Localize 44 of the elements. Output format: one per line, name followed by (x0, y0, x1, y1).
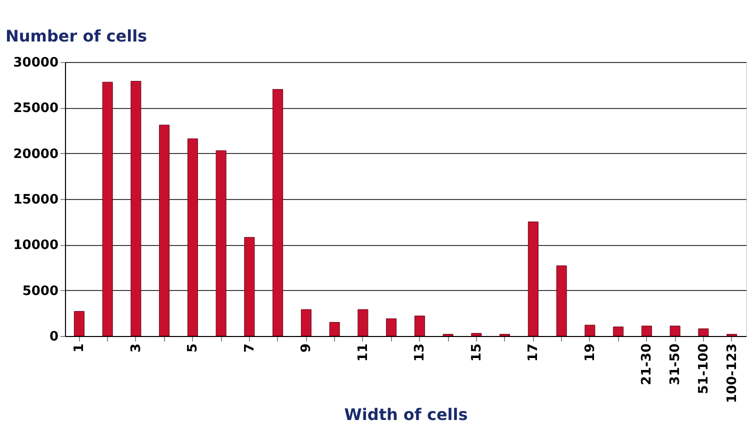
bar (528, 222, 538, 336)
bar (74, 311, 84, 336)
x-axis-title: Width of cells (344, 405, 468, 424)
y-tick-label: 30000 (13, 56, 58, 70)
x-tick-label: 5 (186, 344, 201, 353)
x-tick-label: 1 (72, 344, 88, 353)
x-tick-label: 19 (582, 344, 598, 362)
x-tick-label: 17 (526, 344, 542, 362)
y-tick-label: 5000 (22, 284, 58, 299)
bar (471, 333, 482, 336)
bar (187, 138, 198, 336)
bar (272, 89, 284, 336)
y-axis-title: Number of cells (6, 26, 148, 46)
x-tick-label: 15 (469, 344, 484, 362)
bar (216, 150, 226, 336)
bar (130, 80, 142, 336)
bar (329, 322, 340, 336)
bar (300, 309, 312, 336)
bar (641, 326, 652, 336)
x-tick-label: 100-123 (724, 344, 740, 404)
x-tick-label: 11 (356, 344, 371, 362)
y-tick-label: 25000 (13, 101, 58, 116)
x-tick-label: 7 (242, 344, 258, 353)
bar (386, 318, 397, 336)
bar (670, 326, 680, 336)
y-tick-label: 15000 (13, 192, 58, 208)
bar (613, 326, 624, 336)
y-tick-label: 10000 (13, 238, 58, 254)
bar (698, 328, 709, 336)
bar (556, 265, 567, 336)
x-tick-label: 3 (128, 344, 144, 353)
x-tick-label: 9 (299, 344, 314, 353)
y-tick-label: 20000 (13, 146, 58, 162)
y-tick-label: 0 (49, 330, 58, 344)
bar (159, 124, 170, 336)
bar (244, 237, 255, 336)
bar (358, 309, 368, 336)
x-tick-label: 13 (412, 344, 428, 362)
bar (414, 316, 425, 336)
x-tick-label: 21-30 (640, 344, 655, 386)
x-tick-label: 31-50 (668, 344, 684, 386)
bar (102, 82, 113, 336)
bar (584, 324, 596, 336)
x-tick-label: 51-100 (696, 344, 712, 394)
